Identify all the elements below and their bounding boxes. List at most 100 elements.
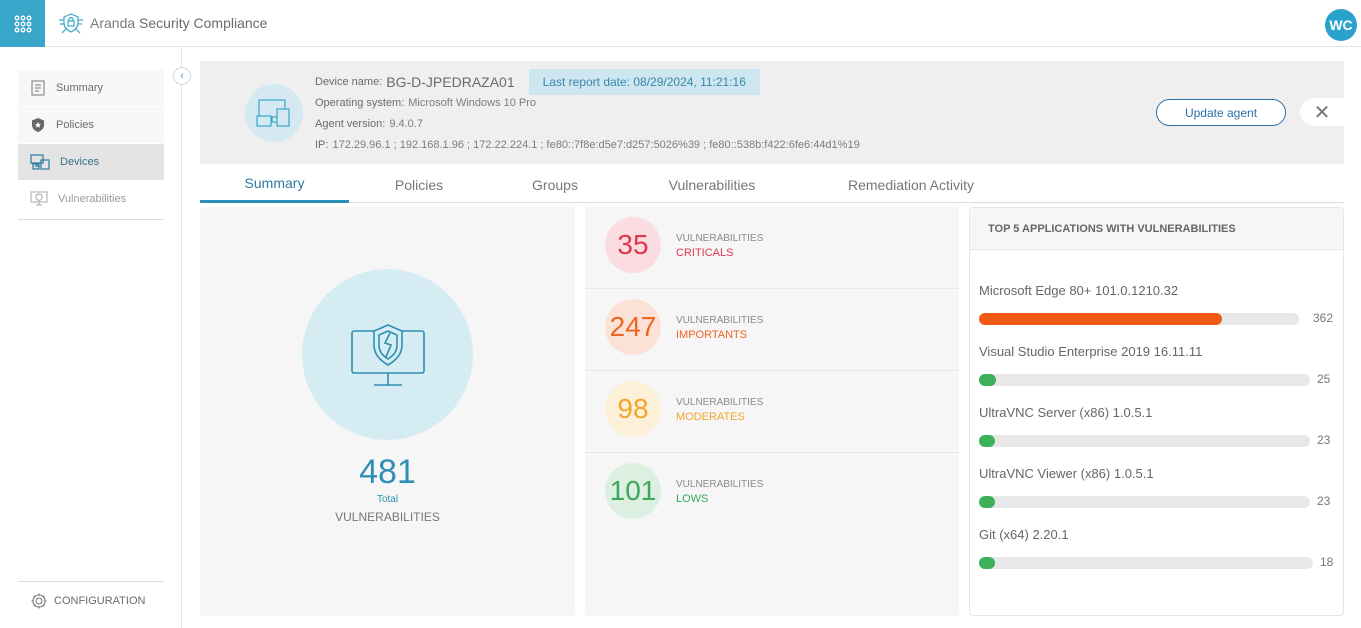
app-item[interactable]: UltraVNC Server (x86) 1.0.5.1 23: [979, 405, 1337, 466]
app-name: UltraVNC Viewer (x86) 1.0.5.1: [979, 466, 1154, 481]
app-count: 362: [1313, 311, 1334, 325]
device-tabs: Summary Policies Groups Vulnerabilities …: [200, 166, 1344, 203]
app-count: 23: [1317, 433, 1331, 447]
os-value: Microsoft Windows 10 Pro: [408, 96, 537, 109]
tab-summary[interactable]: Summary: [200, 166, 349, 203]
app-bar-fill: [979, 557, 995, 569]
ip-label: IP:: [315, 138, 329, 151]
sidebar-item-vulnerabilities[interactable]: Vulnerabilities: [18, 181, 164, 218]
sidebar-item-label: Devices: [60, 156, 100, 168]
configuration-label: CONFIGURATION: [54, 595, 146, 607]
total-sublabel: VULNERABILITIES: [335, 510, 440, 524]
sidebar-item-summary[interactable]: Summary: [18, 70, 164, 107]
chevron-left-icon: ‹: [180, 70, 184, 82]
app-name: Microsoft Edge 80+ 101.0.1210.32: [979, 283, 1179, 298]
severity-label: VULNERABILITIES MODERATES: [676, 396, 763, 424]
severity-title: VULNERABILITIES: [676, 479, 764, 490]
severity-title: VULNERABILITIES: [676, 315, 764, 326]
severity-title: VULNERABILITIES: [676, 233, 764, 244]
devices-icon: [30, 154, 50, 170]
ip-value: 172.29.96.1 ; 192.168.1.96 ; 172.22.224.…: [332, 138, 860, 151]
severity-panel: 35 VULNERABILITIES CRITICALS 247 VULNERA…: [585, 207, 959, 616]
device-avatar: [245, 84, 303, 142]
gear-icon: [31, 593, 47, 609]
last-report-date: 08/29/2024, 11:21:16: [633, 74, 746, 89]
os-row: Operating system: Microsoft Windows 10 P…: [315, 92, 860, 113]
total-vulnerabilities-panel: 481 Total VULNERABILITIES: [200, 207, 575, 616]
app-item[interactable]: Microsoft Edge 80+ 101.0.1210.32 362: [979, 283, 1337, 344]
grid-icon: [14, 15, 31, 32]
tab-groups[interactable]: Groups: [532, 176, 578, 193]
security-logo-icon: [59, 13, 83, 34]
app-bar-fill: [979, 374, 996, 386]
collapse-sidebar-button[interactable]: ‹: [173, 67, 191, 85]
total-count: 481: [359, 453, 416, 491]
sidebar-item-label: Vulnerabilities: [58, 193, 127, 205]
app-name: Git (x64) 2.20.1: [979, 527, 1069, 542]
update-agent-button[interactable]: Update agent: [1156, 99, 1286, 126]
device-header: Device name: BG-D-JPEDRAZA01 Last report…: [200, 61, 1344, 164]
sidebar: Summary Policies Devices Vulnerabilities…: [0, 48, 191, 628]
device-name-label: Device name:: [315, 75, 383, 88]
total-circle: [302, 269, 473, 440]
tab-remediation-activity[interactable]: Remediation Activity: [847, 176, 975, 193]
brand-title: Aranda Security Compliance: [90, 15, 267, 31]
severity-level: LOWS: [676, 493, 709, 505]
close-button[interactable]: ✕: [1300, 98, 1344, 126]
app-count: 23: [1317, 494, 1331, 508]
severity-level: MODERATES: [676, 411, 745, 423]
severity-row-critical[interactable]: 35 VULNERABILITIES CRITICALS: [585, 207, 959, 289]
severity-title: VULNERABILITIES: [676, 397, 764, 408]
severity-label: VULNERABILITIES CRITICALS: [676, 232, 763, 260]
user-avatar[interactable]: WC: [1325, 9, 1357, 41]
app-launcher-button[interactable]: [0, 0, 45, 47]
app-bar-fill: [979, 496, 995, 508]
brand-name: Security Compliance: [139, 15, 268, 31]
severity-row-moderate[interactable]: 98 VULNERABILITIES MODERATES: [585, 371, 959, 453]
app-bar-track: [979, 557, 1313, 569]
sidebar-divider: [18, 219, 164, 220]
app-bar-track: [979, 374, 1310, 386]
sidebar-item-label: Policies: [56, 119, 94, 131]
tab-policies[interactable]: Policies: [394, 176, 444, 193]
top-apps-panel: TOP 5 APPLICATIONS WITH VULNERABILITIES …: [969, 207, 1344, 616]
last-report-label: Last report date:: [542, 74, 631, 89]
ip-row: IP: 172.29.96.1 ; 192.168.1.96 ; 172.22.…: [315, 134, 860, 155]
brand-prefix: Aranda: [90, 15, 136, 31]
top-apps-title: TOP 5 APPLICATIONS WITH VULNERABILITIES: [970, 208, 1343, 250]
close-icon: ✕: [1313, 101, 1331, 124]
app-item[interactable]: Git (x64) 2.20.1 18: [979, 527, 1337, 588]
app-item[interactable]: Visual Studio Enterprise 2019 16.11.11 2…: [979, 344, 1337, 405]
severity-count: 98: [605, 381, 661, 437]
summary-icon: [31, 80, 45, 96]
top-bar: Aranda Security Compliance WC: [0, 0, 1361, 47]
sidebar-item-policies[interactable]: Policies: [18, 107, 164, 144]
app-count: 18: [1320, 555, 1334, 569]
severity-count: 35: [605, 217, 661, 273]
device-name: BG-D-JPEDRAZA01: [386, 73, 515, 90]
app-item[interactable]: UltraVNC Viewer (x86) 1.0.5.1 23: [979, 466, 1337, 527]
severity-row-important[interactable]: 247 VULNERABILITIES IMPORTANTS: [585, 289, 959, 371]
shield-icon: [32, 118, 44, 132]
agent-label: Agent version:: [315, 117, 386, 130]
agent-version: 9.4.0.7: [389, 117, 423, 130]
app-name: Visual Studio Enterprise 2019 16.11.11: [979, 344, 1203, 359]
app-bar-fill: [979, 435, 995, 447]
app-bar-track: [979, 313, 1299, 325]
os-label: Operating system:: [315, 96, 405, 109]
severity-label: VULNERABILITIES LOWS: [676, 478, 763, 506]
sidebar-nav: Summary Policies Devices Vulnerabilities: [18, 70, 164, 220]
app-count: 25: [1317, 372, 1331, 386]
sidebar-item-label: Summary: [56, 82, 104, 94]
severity-level: CRITICALS: [676, 247, 734, 259]
tab-vulnerabilities[interactable]: Vulnerabilities: [668, 176, 756, 193]
sidebar-item-devices[interactable]: Devices: [18, 144, 164, 181]
configuration-link[interactable]: CONFIGURATION: [18, 581, 164, 610]
agent-row: Agent version: 9.4.0.7: [315, 113, 860, 134]
monitor-shield-icon: [350, 323, 425, 386]
app-bar-track: [979, 435, 1310, 447]
severity-row-low[interactable]: 101 VULNERABILITIES LOWS: [585, 453, 959, 535]
app-bar-fill: [979, 313, 1222, 325]
device-info: Device name: BG-D-JPEDRAZA01 Last report…: [315, 68, 860, 155]
app-name: UltraVNC Server (x86) 1.0.5.1: [979, 405, 1153, 420]
